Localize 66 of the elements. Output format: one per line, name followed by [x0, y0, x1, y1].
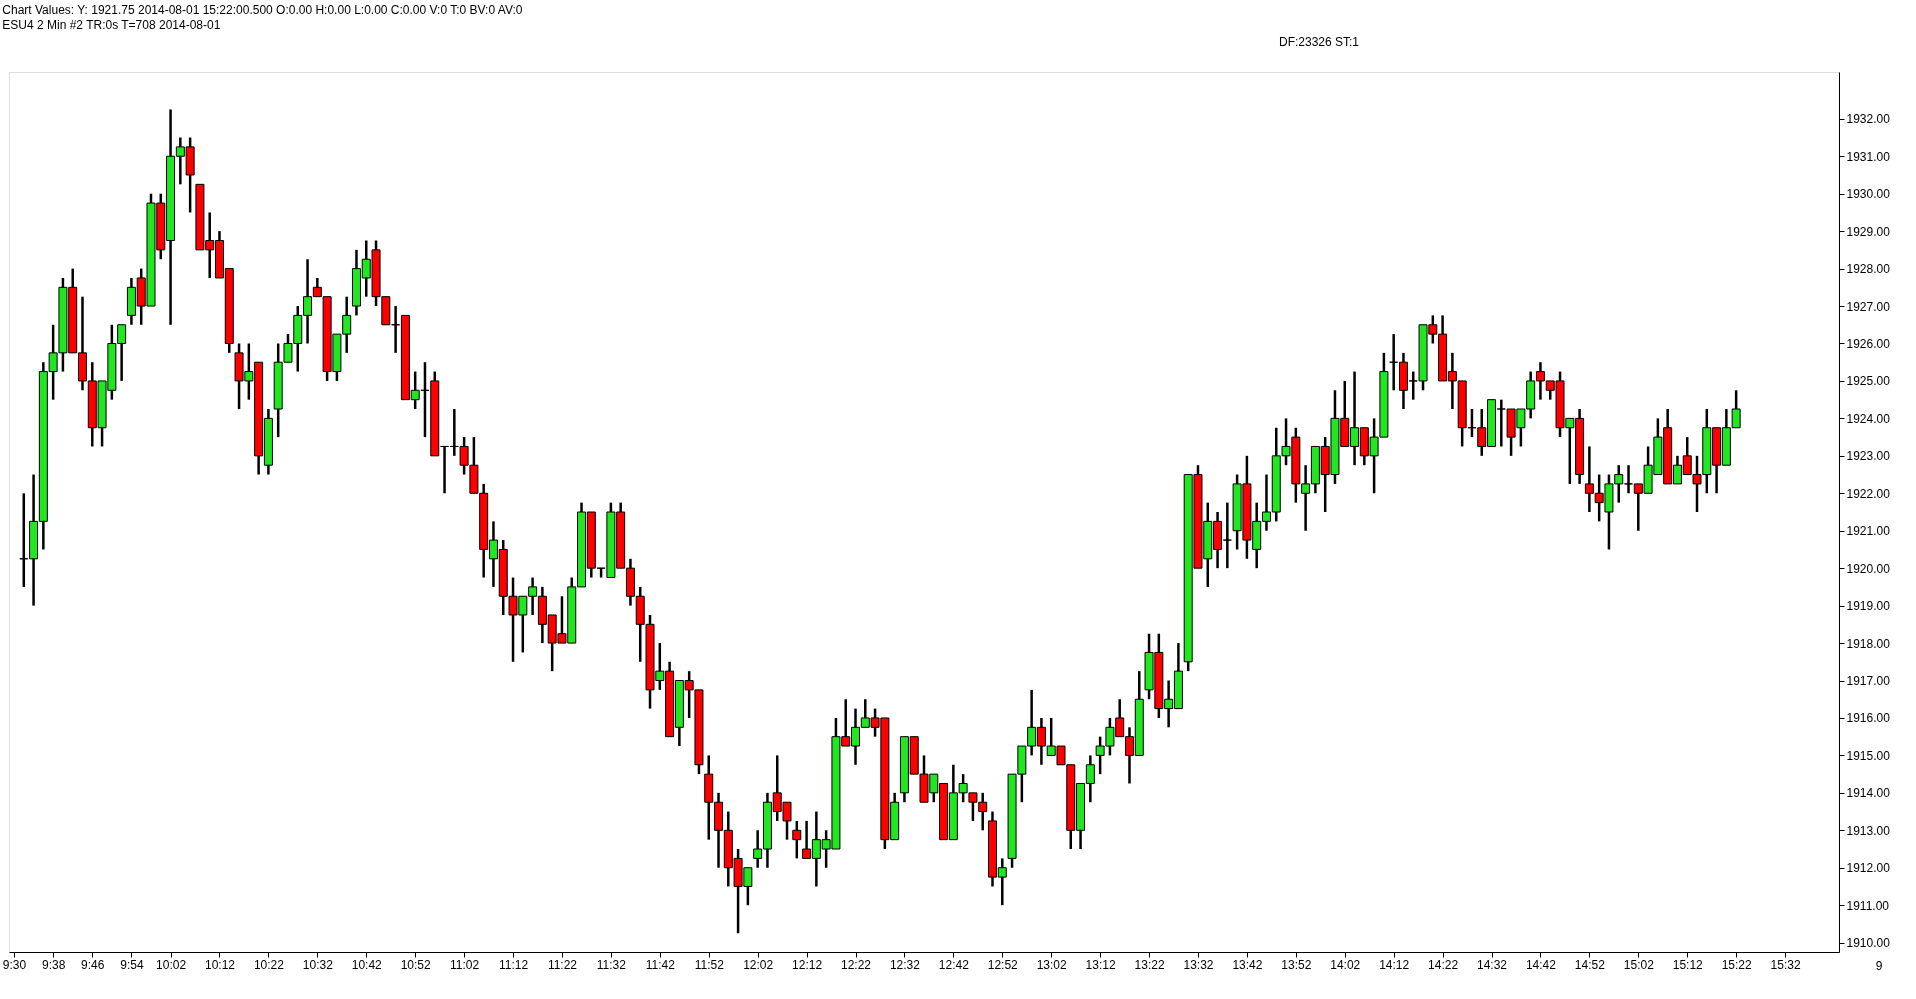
- x-tick-label: 14:42: [1525, 957, 1557, 972]
- x-tick-label: 12:02: [743, 957, 774, 972]
- x-tick-label: 13:42: [1232, 957, 1263, 972]
- x-tick-label: 10:42: [351, 957, 383, 972]
- y-tick-label: 1914.00: [1846, 786, 1891, 801]
- x-tick-label: 12:52: [987, 957, 1019, 972]
- y-tick-label: 1927.00: [1846, 299, 1891, 314]
- y-tick-label: 1910.00: [1846, 936, 1891, 951]
- x-tick-label: 13:02: [1036, 957, 1068, 972]
- x-tick-label: 14:12: [1379, 957, 1410, 972]
- x-tick-label: 14:22: [1428, 957, 1459, 972]
- x-tick-label: 11:22: [547, 957, 578, 972]
- x-tick-label: 12:32: [889, 957, 921, 972]
- x-tick-label: 12:42: [938, 957, 970, 972]
- x-tick-label: 14:02: [1330, 957, 1361, 972]
- x-tick-label: 10:32: [302, 957, 334, 972]
- x-tick-label: 13:12: [1085, 957, 1116, 972]
- x-tick-label: 13:32: [1183, 957, 1214, 972]
- candlestick: [792, 819, 802, 860]
- y-tick-label: 1919.00: [1846, 599, 1891, 614]
- x-tick-label: 10:52: [400, 957, 432, 972]
- y-tick-label: 1924.00: [1846, 411, 1891, 426]
- y-tick-label: 1922.00: [1846, 486, 1891, 501]
- text: 9: [1875, 959, 1883, 973]
- x-tick-label: 12:12: [792, 957, 823, 972]
- x-tick-label: 15:32: [1770, 957, 1801, 972]
- chart-title: Chart Values: Y: 1921.75 2014-08-01 15:22:00.500 O:0.00 H:0.00 L:0.00 C:0.00 V:0 T:0 BV:0 AV:0: [2, 3, 523, 17]
- y-tick-label: 1932.00: [1846, 112, 1891, 127]
- text: DF:23326 ST:1: [1279, 35, 1360, 49]
- x-tick-label: 11:12: [498, 957, 529, 972]
- x-tick-label: 9:54: [120, 957, 144, 972]
- x-tick-label: 9:38: [41, 957, 66, 972]
- y-tick-label: 1920.00: [1846, 561, 1891, 576]
- x-tick-label: 15:12: [1672, 957, 1704, 972]
- x-tick-label: 10:02: [156, 957, 187, 972]
- x-tick-label: 11:52: [694, 957, 725, 972]
- y-tick-label: 1915.00: [1846, 748, 1891, 763]
- y-tick-label: 1918.00: [1846, 636, 1891, 651]
- y-tick-label: 1921.00: [1846, 524, 1891, 539]
- x-tick-label: 11:02: [450, 957, 480, 972]
- x-tick-label: 15:22: [1721, 957, 1752, 972]
- y-tick-label: 1911.00: [1846, 898, 1890, 913]
- x-tick-label: 13:22: [1134, 957, 1165, 972]
- y-tick-label: 1926.00: [1846, 336, 1891, 351]
- y-tick-label: 1930.00: [1846, 187, 1891, 202]
- y-tick-label: 1931.00: [1846, 149, 1891, 164]
- chart-subtitle: ESU4 2 Min #2 TR:0s T=708 2014-08-01: [2, 18, 221, 32]
- x-tick-label: 10:12: [204, 957, 236, 972]
- x-tick-label: 9:46: [81, 957, 105, 972]
- y-tick-label: 1929.00: [1846, 224, 1891, 239]
- x-tick-label: 13:52: [1281, 957, 1312, 972]
- x-tick-label: 9:30: [2, 957, 27, 972]
- x-tick-label: 14:52: [1574, 957, 1606, 972]
- x-tick-label: 11:42: [645, 957, 676, 972]
- x-tick-label: 15:02: [1623, 957, 1655, 972]
- x-tick-label: 11:32: [596, 957, 627, 972]
- y-tick-label: 1928.00: [1846, 262, 1891, 277]
- x-tick-label: 14:32: [1477, 957, 1508, 972]
- y-tick-label: 1923.00: [1846, 449, 1891, 464]
- y-tick-label: 1925.00: [1846, 374, 1891, 389]
- y-tick-label: 1916.00: [1846, 711, 1891, 726]
- y-tick-label: 1912.00: [1846, 861, 1891, 876]
- y-tick-label: 1913.00: [1846, 823, 1891, 838]
- x-tick-label: 10:22: [253, 957, 285, 972]
- x-tick-label: 12:22: [840, 957, 872, 972]
- y-tick-label: 1917.00: [1846, 674, 1891, 689]
